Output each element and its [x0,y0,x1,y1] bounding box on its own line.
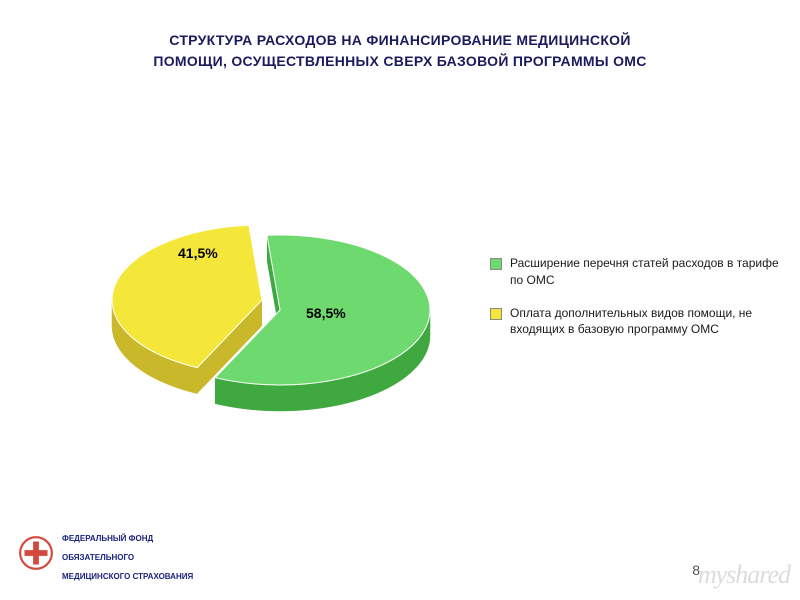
legend-swatch-0 [490,258,502,270]
org-line1: ФЕДЕРАЛЬНЫЙ ФОНД [62,534,153,543]
org-logo-icon [18,535,54,571]
title-line2: ПОМОЩИ, ОСУЩЕСТВЛЕННЫХ СВЕРХ БАЗОВОЙ ПРО… [153,53,646,69]
legend-item-1: Оплата дополнительных видов помощи, не в… [490,305,780,339]
pie-chart: 58,5% 41,5% [60,180,440,440]
title-line1: СТРУКТУРА РАСХОДОВ НА ФИНАНСИРОВАНИЕ МЕД… [169,32,630,48]
slice-label-yellow: 41,5% [178,245,218,261]
legend: Расширение перечня статей расходов в тар… [490,255,780,354]
legend-item-0: Расширение перечня статей расходов в тар… [490,255,780,289]
legend-text-1: Оплата дополнительных видов помощи, не в… [510,305,780,339]
org-name: ФЕДЕРАЛЬНЫЙ ФОНД ОБЯЗАТЕЛЬНОГО МЕДИЦИНСК… [62,524,193,582]
page-number: 8 [692,562,700,578]
slide-title: СТРУКТУРА РАСХОДОВ НА ФИНАНСИРОВАНИЕ МЕД… [70,30,730,72]
legend-swatch-1 [490,308,502,320]
legend-text-0: Расширение перечня статей расходов в тар… [510,255,780,289]
footer: ФЕДЕРАЛЬНЫЙ ФОНД ОБЯЗАТЕЛЬНОГО МЕДИЦИНСК… [18,524,193,582]
watermark: myshared [698,560,790,590]
org-line2: ОБЯЗАТЕЛЬНОГО [62,553,134,562]
slice-label-green: 58,5% [306,305,346,321]
org-line3: МЕДИЦИНСКОГО СТРАХОВАНИЯ [62,572,193,581]
